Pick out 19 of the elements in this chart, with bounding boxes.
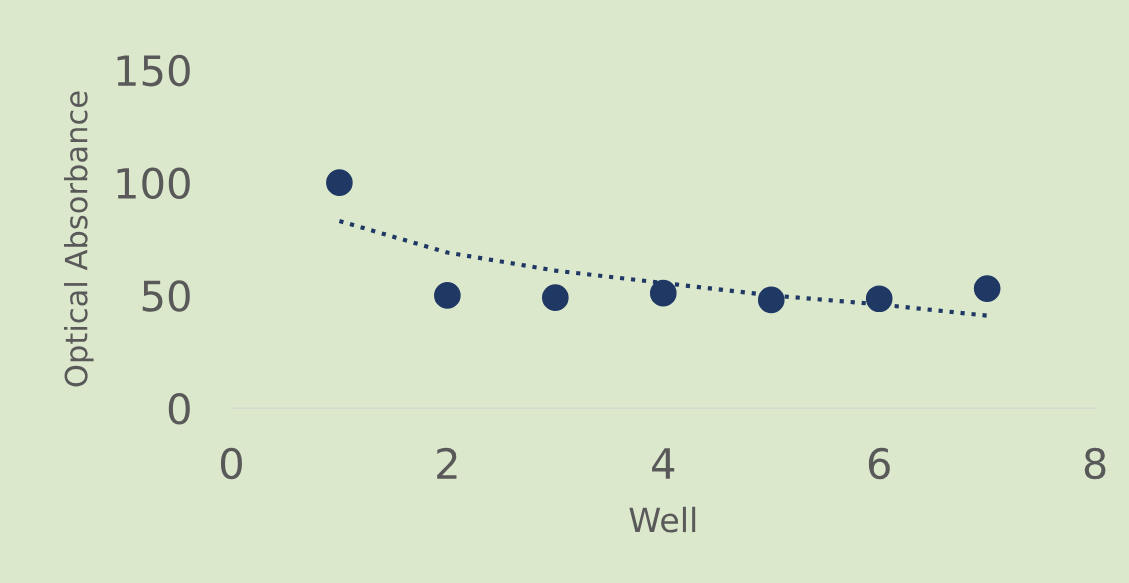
- y-tick-label: 50: [142, 280, 190, 312]
- point: [973, 275, 1001, 302]
- point: [649, 279, 677, 307]
- point: [434, 282, 461, 309]
- x-tick-label: 2: [437, 447, 457, 479]
- point: [542, 284, 569, 311]
- x-tick-label: 8: [1084, 447, 1106, 480]
- y-tick-label: 0: [168, 393, 190, 425]
- y-axis-title: Optical Absorbance: [64, 91, 94, 387]
- point: [757, 286, 785, 314]
- y-tick-label: 150: [117, 54, 190, 87]
- x-tick-label: 6: [868, 447, 890, 480]
- point: [326, 169, 353, 196]
- y-tick-label: 100: [117, 167, 190, 200]
- x-tick-label: 0: [220, 447, 242, 480]
- x-tick-label: 4: [652, 448, 675, 479]
- x-axis-title: Well: [629, 506, 696, 533]
- line-series: [337, 218, 990, 318]
- point: [865, 285, 893, 313]
